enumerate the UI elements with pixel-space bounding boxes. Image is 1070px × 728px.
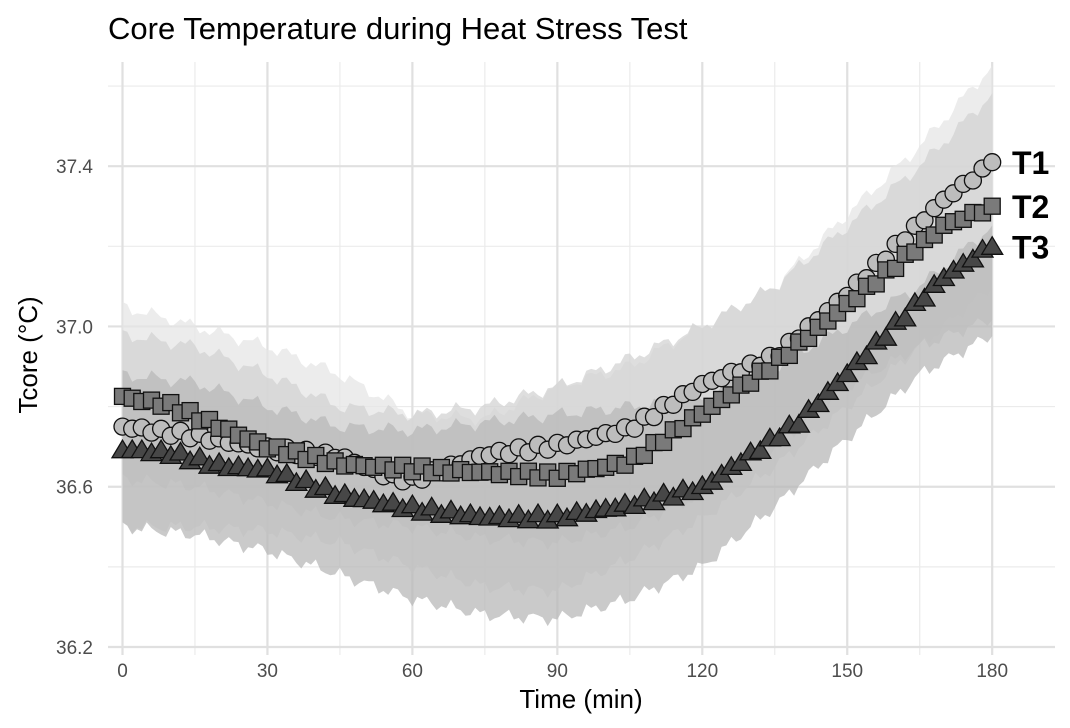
marker-t2 bbox=[761, 362, 779, 380]
marker-t3 bbox=[294, 468, 318, 489]
y-tick-label: 36.2 bbox=[56, 638, 93, 659]
data-markers bbox=[110, 153, 1004, 529]
marker-t3 bbox=[729, 451, 753, 472]
marker-t3 bbox=[961, 248, 985, 268]
x-axis-title: Time (min) bbox=[519, 684, 642, 714]
y-axis-title: Tcore (°C) bbox=[13, 296, 43, 413]
marker-t1 bbox=[963, 171, 983, 190]
marker-t3 bbox=[912, 287, 937, 307]
marker-t3 bbox=[168, 441, 193, 461]
marker-t3 bbox=[420, 496, 444, 516]
y-tick-label: 37.0 bbox=[56, 317, 93, 338]
band-t3 bbox=[122, 225, 993, 627]
x-tick-label: 30 bbox=[257, 661, 278, 682]
marker-t2 bbox=[886, 259, 905, 278]
x-tick-label: 0 bbox=[117, 661, 128, 682]
marker-t3 bbox=[874, 326, 898, 346]
marker-t3 bbox=[835, 362, 859, 383]
x-tick-label: 60 bbox=[402, 661, 423, 682]
marker-t1 bbox=[915, 211, 934, 230]
chart-title: Core Temperature during Heat Stress Test bbox=[108, 11, 688, 46]
x-tick-label: 150 bbox=[831, 661, 863, 682]
marker-t3 bbox=[767, 426, 792, 447]
marker-t1 bbox=[983, 153, 1002, 172]
series-end-labels: T1 T2 T3 bbox=[1012, 145, 1049, 265]
marker-t2 bbox=[983, 197, 1001, 215]
marker-t3 bbox=[400, 493, 425, 514]
x-tick-label: 120 bbox=[686, 661, 718, 682]
x-tick-label: 180 bbox=[976, 661, 1008, 682]
y-tick-label: 37.4 bbox=[56, 157, 93, 178]
y-tick-label: 36.6 bbox=[56, 478, 93, 499]
marker-t3 bbox=[188, 446, 212, 466]
marker-t2 bbox=[635, 446, 653, 465]
marker-t2 bbox=[867, 275, 885, 293]
end-label-t3: T3 bbox=[1012, 229, 1049, 265]
marker-t3 bbox=[854, 344, 879, 365]
marker-t1 bbox=[644, 407, 664, 427]
marker-t3 bbox=[806, 392, 830, 413]
y-axis-ticks: 36.2 36.6 37.0 37.4 bbox=[56, 157, 93, 659]
end-label-t2: T2 bbox=[1012, 189, 1049, 225]
marker-t3 bbox=[313, 475, 338, 496]
marker-t3 bbox=[275, 462, 299, 483]
marker-t2 bbox=[780, 346, 798, 365]
marker-t3 bbox=[787, 413, 811, 433]
end-label-t1: T1 bbox=[1012, 145, 1049, 181]
marker-t1 bbox=[625, 419, 644, 438]
marker-t3 bbox=[893, 307, 917, 327]
x-axis-ticks: 0 30 60 90 120 150 180 bbox=[117, 661, 1008, 682]
marker-t3 bbox=[748, 439, 772, 460]
marker-t3 bbox=[980, 235, 1004, 255]
x-tick-label: 90 bbox=[547, 661, 568, 682]
